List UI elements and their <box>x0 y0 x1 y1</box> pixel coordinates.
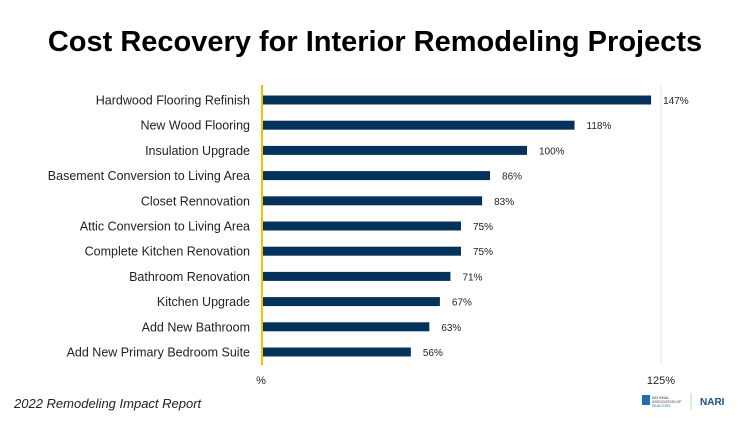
data-label: 86% <box>502 172 522 183</box>
category-label: Attic Conversion to Living Area <box>80 220 250 234</box>
svg-text:ASSOCIATION OF: ASSOCIATION OF <box>652 400 682 404</box>
svg-text:NATIONAL: NATIONAL <box>652 396 669 400</box>
category-label: Complete Kitchen Renovation <box>85 245 250 259</box>
bar <box>263 246 461 256</box>
category-label: Basement Conversion to Living Area <box>48 169 250 183</box>
bar <box>263 171 491 181</box>
category-label: Bathroom Renovation <box>129 270 250 284</box>
bar <box>263 297 440 307</box>
data-label: 100% <box>539 146 565 157</box>
data-label: 118% <box>587 121 612 132</box>
data-label: 71% <box>462 272 482 283</box>
bar <box>263 271 451 281</box>
data-label: 56% <box>423 348 443 359</box>
data-label: 83% <box>494 197 514 208</box>
chart-title: Cost Recovery for Interior Remodeling Pr… <box>47 26 703 58</box>
x-tick-label: 125% <box>647 375 675 387</box>
partner-logos: NATIONAL ASSOCIATION OF REALTORS NARI <box>642 393 725 410</box>
category-label: New Wood Flooring <box>140 119 250 133</box>
category-label: Kitchen Upgrade <box>157 295 250 309</box>
category-label: Hardwood Flooring Refinish <box>96 94 250 108</box>
category-label: Insulation Upgrade <box>145 144 250 158</box>
bar <box>263 196 483 206</box>
svg-text:REALTORS: REALTORS <box>652 404 671 408</box>
category-label: Add New Primary Bedroom Suite <box>67 346 250 360</box>
data-label: 67% <box>452 298 472 309</box>
bar <box>263 95 652 105</box>
bar <box>263 120 575 130</box>
bar <box>263 221 461 231</box>
bar <box>263 322 430 332</box>
category-label: Closet Rennovation <box>141 194 250 208</box>
bar <box>263 347 411 357</box>
footer-source: 2022 Remodeling Impact Report <box>14 396 202 411</box>
svg-text:NARI: NARI <box>700 397 725 408</box>
data-label: 75% <box>473 222 493 233</box>
data-label: 63% <box>441 323 461 334</box>
x-tick-label: % <box>256 375 266 387</box>
bar <box>263 145 527 155</box>
data-label: 75% <box>473 247 493 258</box>
data-label: 147% <box>663 96 689 107</box>
category-label: Add New Bathroom <box>142 320 250 334</box>
